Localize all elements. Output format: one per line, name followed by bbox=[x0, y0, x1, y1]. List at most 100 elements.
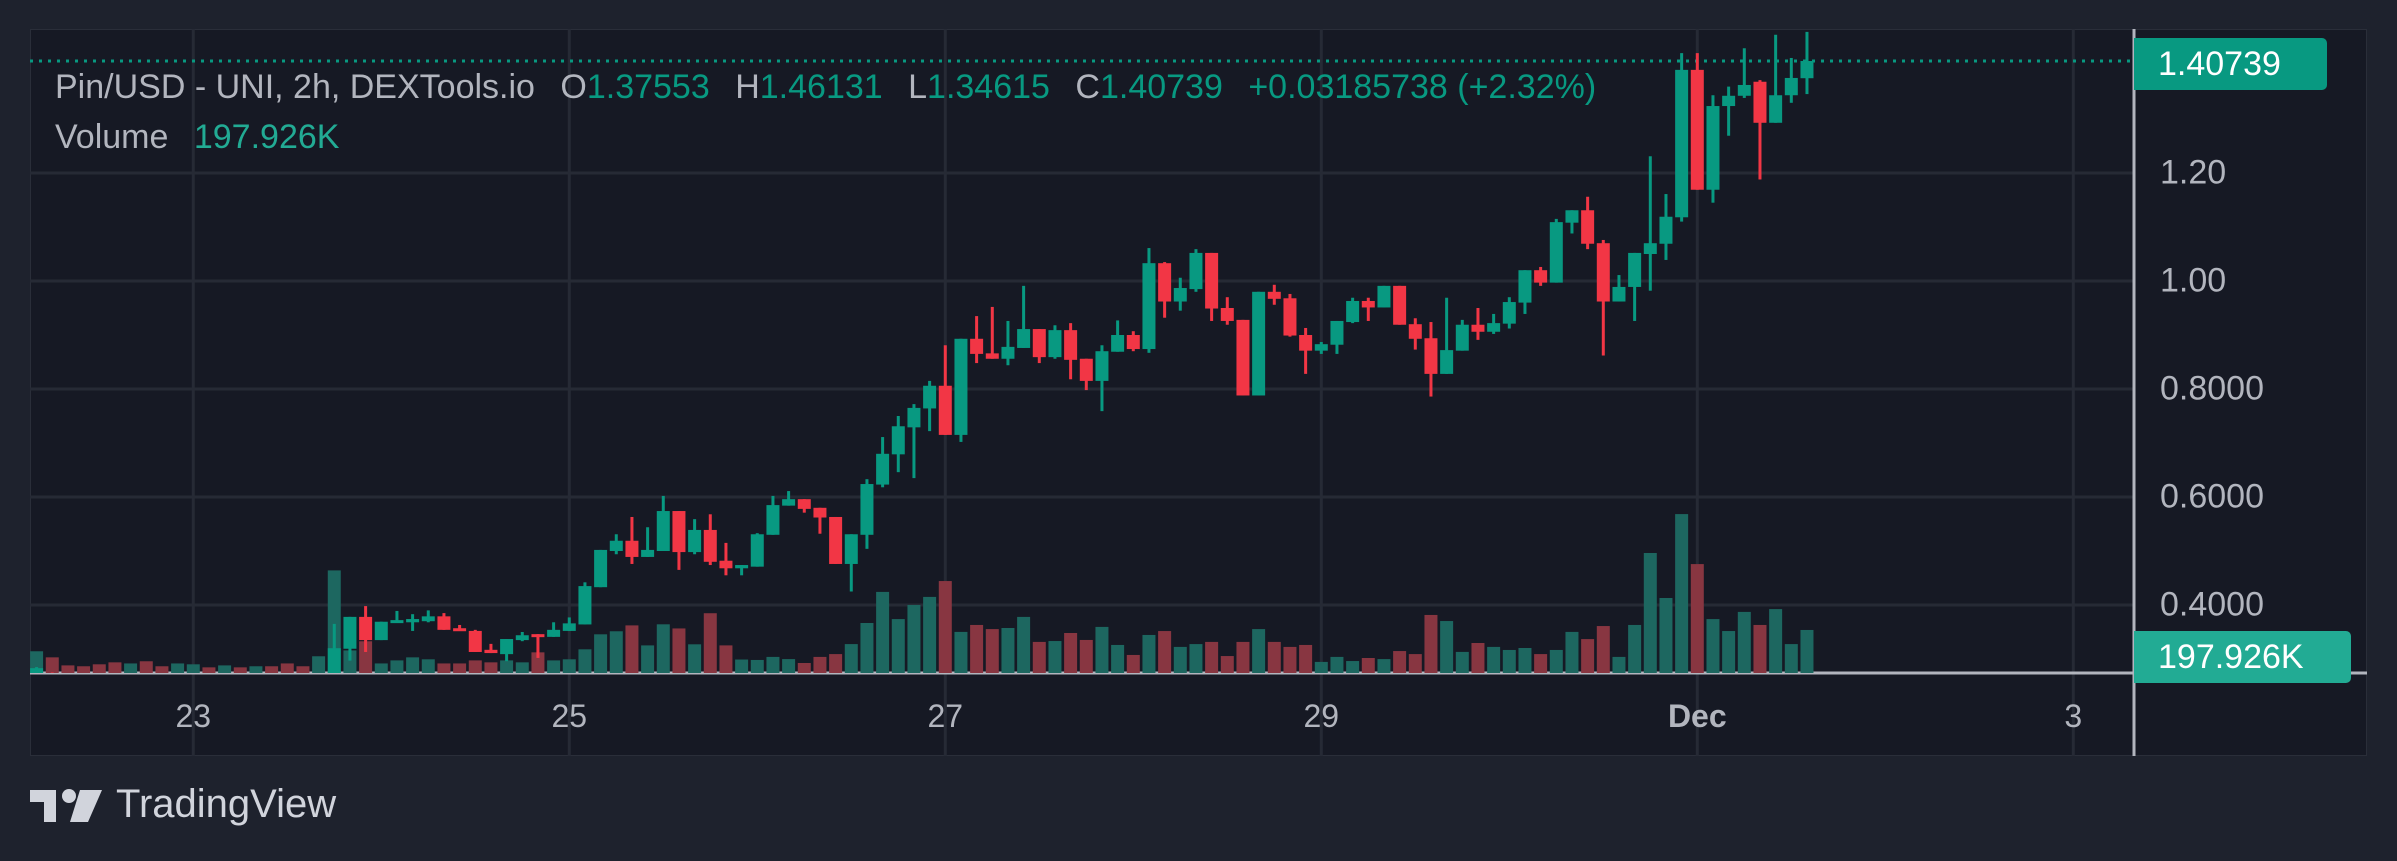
candle bbox=[1706, 95, 1720, 203]
candle-body bbox=[1236, 319, 1250, 396]
candle bbox=[1095, 345, 1109, 412]
candle-wick bbox=[1445, 297, 1449, 374]
candle bbox=[1690, 53, 1704, 190]
volume-bar bbox=[1220, 656, 1234, 673]
volume-bar bbox=[1032, 641, 1046, 673]
volume-bar bbox=[406, 657, 420, 673]
candle-body bbox=[234, 684, 247, 687]
candle-body bbox=[1487, 323, 1501, 332]
candle-body bbox=[1659, 216, 1673, 244]
candle bbox=[1330, 320, 1344, 354]
ohlc-legend-row: Pin/USD - UNI, 2h, DEXTools.io O1.37553 … bbox=[55, 62, 1596, 112]
volume-bar bbox=[374, 663, 388, 673]
candle bbox=[140, 685, 153, 691]
volume-bar bbox=[656, 624, 670, 673]
tradingview-branding[interactable]: TradingView bbox=[30, 782, 336, 827]
candle-body bbox=[1534, 270, 1548, 283]
candle bbox=[938, 345, 952, 435]
candle-body bbox=[312, 678, 325, 689]
candle-body bbox=[171, 688, 184, 692]
candle-wick bbox=[536, 634, 540, 658]
candle bbox=[171, 686, 184, 694]
candle-body bbox=[1361, 300, 1375, 308]
candle-wick bbox=[1727, 86, 1731, 136]
candle bbox=[1064, 323, 1078, 380]
volume-bar bbox=[124, 663, 138, 673]
candle bbox=[218, 683, 231, 689]
chart-pane[interactable] bbox=[30, 29, 2367, 756]
volume-badge: 197.926K bbox=[2134, 631, 2351, 683]
candle-body bbox=[1393, 285, 1407, 325]
candle-body bbox=[1471, 324, 1485, 332]
volume-bar bbox=[703, 613, 717, 673]
candle bbox=[515, 632, 529, 642]
candle-body bbox=[1455, 324, 1469, 351]
candle bbox=[468, 629, 482, 652]
candle-body bbox=[30, 668, 44, 673]
candle bbox=[374, 621, 388, 641]
volume-bar bbox=[1314, 661, 1328, 673]
candle-body bbox=[531, 634, 545, 638]
candle-body bbox=[1252, 291, 1266, 396]
volume-bar bbox=[1111, 644, 1125, 673]
candle-wick bbox=[395, 610, 399, 623]
candle-body bbox=[1158, 263, 1172, 302]
candle bbox=[594, 549, 608, 588]
candle bbox=[656, 495, 670, 551]
volume-bar bbox=[1377, 659, 1391, 673]
volume-legend-row: Volume 197.926K bbox=[55, 112, 1596, 162]
candle-wick bbox=[145, 685, 148, 691]
candle bbox=[735, 565, 749, 576]
candle-body bbox=[1189, 252, 1203, 290]
volume-bar bbox=[719, 645, 733, 673]
candle bbox=[312, 675, 325, 691]
candle bbox=[782, 491, 796, 506]
candle-body bbox=[1581, 210, 1595, 244]
candle-body bbox=[750, 534, 764, 567]
candle bbox=[390, 610, 404, 624]
candle bbox=[249, 682, 262, 688]
volume-bar bbox=[735, 659, 749, 673]
candle-body bbox=[829, 516, 843, 564]
candle bbox=[61, 678, 74, 683]
candle-body bbox=[1643, 243, 1657, 254]
volume-bar bbox=[421, 659, 435, 673]
candle-body bbox=[907, 407, 921, 428]
volume-bar bbox=[233, 667, 247, 673]
candle bbox=[234, 683, 247, 687]
candle bbox=[155, 688, 168, 693]
candle bbox=[1502, 297, 1516, 329]
candle bbox=[1314, 342, 1328, 354]
candle bbox=[265, 683, 278, 687]
candle bbox=[1079, 358, 1093, 391]
candle-body bbox=[249, 684, 262, 687]
candle-body bbox=[562, 623, 576, 631]
candle-body bbox=[1079, 358, 1093, 381]
candle-body bbox=[281, 685, 294, 688]
volume-bar bbox=[1534, 654, 1548, 673]
candle bbox=[1032, 329, 1046, 364]
candle bbox=[1612, 275, 1626, 302]
candle bbox=[1675, 53, 1689, 222]
candle bbox=[1220, 297, 1234, 325]
candle-body bbox=[688, 529, 702, 553]
candle bbox=[1158, 262, 1172, 318]
candle-body bbox=[1502, 302, 1516, 324]
candle-body bbox=[77, 682, 90, 685]
candle-body bbox=[265, 684, 278, 687]
volume-bar bbox=[343, 650, 357, 673]
candle-wick bbox=[1774, 34, 1778, 123]
candle bbox=[406, 614, 420, 631]
candle bbox=[1800, 31, 1814, 95]
candle bbox=[1565, 210, 1579, 234]
candle bbox=[672, 511, 686, 570]
candle bbox=[50, 672, 54, 673]
candle-body bbox=[1314, 344, 1328, 351]
candle-wick bbox=[1648, 156, 1652, 291]
candle-body bbox=[1330, 320, 1344, 345]
candle-body bbox=[1267, 291, 1281, 299]
chart-legend: Pin/USD - UNI, 2h, DEXTools.io O1.37553 … bbox=[55, 62, 1596, 162]
volume-bar bbox=[1487, 646, 1501, 673]
candle-body bbox=[1064, 330, 1078, 360]
candle bbox=[359, 606, 373, 652]
